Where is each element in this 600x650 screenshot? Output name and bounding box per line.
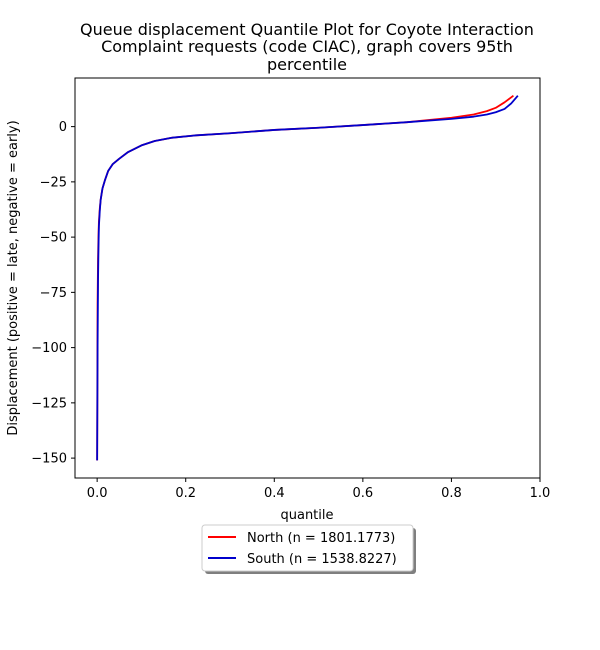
y-tick-label: 0	[59, 120, 67, 135]
y-axis-ticks: 0 −25 −50 −75 −100 −125 −150	[31, 120, 75, 467]
y-tick-label: −100	[31, 341, 67, 356]
chart-title-line-3: percentile	[267, 55, 347, 74]
y-tick-label: −125	[31, 396, 67, 411]
x-tick-label: 1.0	[530, 486, 551, 501]
y-tick-label: −150	[31, 452, 67, 467]
y-tick-label: −50	[40, 231, 67, 246]
x-tick-label: 0.4	[264, 486, 285, 501]
legend-label-north: North (n = 1801.1773)	[247, 531, 395, 546]
legend-box	[201, 524, 414, 572]
series-line-north	[96, 94, 514, 461]
legend: North (n = 1801.1773) South (n = 1538.82…	[201, 524, 416, 574]
x-tick-label: 0.8	[441, 486, 462, 501]
legend-label-south: South (n = 1538.8227)	[247, 552, 397, 567]
chart-title-line-1: Queue displacement Quantile Plot for Coy…	[80, 20, 534, 39]
plot-frame	[74, 77, 541, 479]
x-axis-label: quantile	[280, 508, 333, 523]
x-axis-ticks: 0.0 0.2 0.4 0.6 0.8 1.0	[87, 478, 551, 501]
y-axis-label: Displacement (positive = late, negative …	[6, 120, 21, 435]
y-tick-label: −25	[40, 175, 67, 190]
chart-title-line-2: Complaint requests (code CIAC), graph co…	[101, 37, 513, 56]
series-layer	[96, 94, 519, 461]
y-tick-label: −75	[40, 286, 67, 301]
x-tick-label: 0.0	[87, 486, 108, 501]
x-tick-label: 0.6	[353, 486, 374, 501]
x-tick-label: 0.2	[175, 486, 196, 501]
series-line-south	[96, 95, 519, 461]
